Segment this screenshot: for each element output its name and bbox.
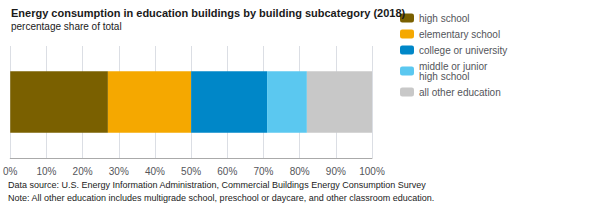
svg-text:10%: 10% bbox=[36, 166, 56, 177]
svg-text:Data source: U.S. Energy Infor: Data source: U.S. Energy Information Adm… bbox=[8, 180, 426, 190]
svg-text:high school: high school bbox=[419, 13, 470, 24]
svg-text:all other education: all other education bbox=[419, 87, 501, 98]
svg-text:percentage share of total: percentage share of total bbox=[11, 21, 122, 32]
svg-text:60%: 60% bbox=[217, 166, 237, 177]
svg-text:90%: 90% bbox=[326, 166, 346, 177]
svg-text:0%: 0% bbox=[3, 166, 18, 177]
svg-text:40%: 40% bbox=[145, 166, 165, 177]
svg-text:50%: 50% bbox=[181, 166, 201, 177]
svg-text:80%: 80% bbox=[290, 166, 310, 177]
svg-text:Energy consumption in educatio: Energy consumption in education building… bbox=[11, 7, 406, 19]
svg-text:100%: 100% bbox=[359, 166, 385, 177]
svg-text:30%: 30% bbox=[109, 166, 129, 177]
svg-text:high school: high school bbox=[419, 71, 470, 82]
svg-text:Note: All other education incl: Note: All other education includes multi… bbox=[8, 193, 434, 203]
svg-text:70%: 70% bbox=[253, 166, 273, 177]
svg-text:elementary school: elementary school bbox=[419, 29, 500, 40]
svg-text:middle or junior: middle or junior bbox=[419, 60, 488, 72]
svg-text:college or university: college or university bbox=[419, 45, 507, 56]
svg-text:20%: 20% bbox=[73, 166, 93, 177]
